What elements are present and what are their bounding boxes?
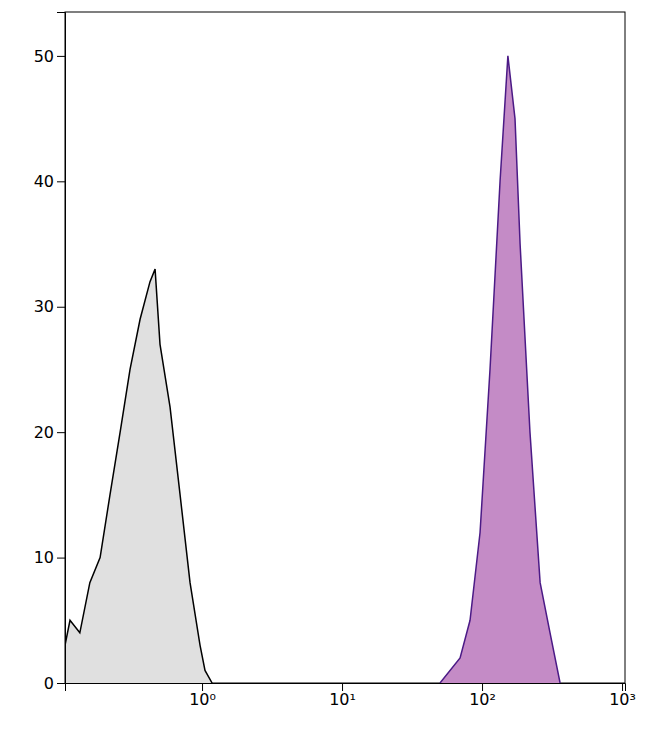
y-tick: 10 [34, 548, 65, 567]
chart: 10⁰ 10¹ 10² 10³ 0 10 20 30 40 50 [0, 0, 650, 742]
histogram-area [65, 269, 212, 683]
x-tick: 10⁰ [189, 683, 216, 709]
x-tick-label: 10⁰ [189, 690, 216, 709]
plot: 10⁰ 10¹ 10² 10³ 0 10 20 30 40 50 [34, 12, 636, 709]
x-tick-label: 10¹ [329, 690, 356, 709]
x-tick-label: 10² [469, 690, 496, 709]
y-tick: 20 [34, 423, 65, 442]
y-tick: 40 [34, 172, 65, 191]
x-axis: 10⁰ 10¹ 10² 10³ [66, 683, 636, 709]
x-tick: 10³ [609, 683, 636, 709]
y-tick: 0 [44, 674, 65, 693]
histogram-outline [440, 56, 560, 683]
y-tick-mark [57, 181, 65, 182]
x-tick: 10¹ [329, 683, 356, 709]
y-tick-mark [57, 307, 65, 308]
y-tick: 30 [34, 297, 65, 316]
marks [65, 56, 560, 683]
y-tick: 50 [34, 47, 65, 66]
x-tick: 10² [469, 683, 496, 709]
y-tick-mark [57, 683, 65, 684]
plot-frame [65, 12, 625, 683]
y-tick-mark [57, 56, 65, 57]
y-axis-line [57, 13, 66, 684]
y-tick-label: 40 [34, 172, 54, 191]
histogram-outline [65, 269, 212, 683]
y-tick-label: 30 [34, 297, 54, 316]
y-axis: 0 10 20 30 40 50 [34, 13, 66, 693]
histogram-area [440, 56, 560, 683]
y-tick-mark [57, 432, 65, 433]
y-tick-label: 20 [34, 423, 54, 442]
x-tick-label: 10³ [609, 690, 636, 709]
y-tick-label: 50 [34, 47, 54, 66]
y-tick-label: 10 [34, 548, 54, 567]
y-tick-mark [57, 558, 65, 559]
y-tick-label: 0 [44, 674, 54, 693]
